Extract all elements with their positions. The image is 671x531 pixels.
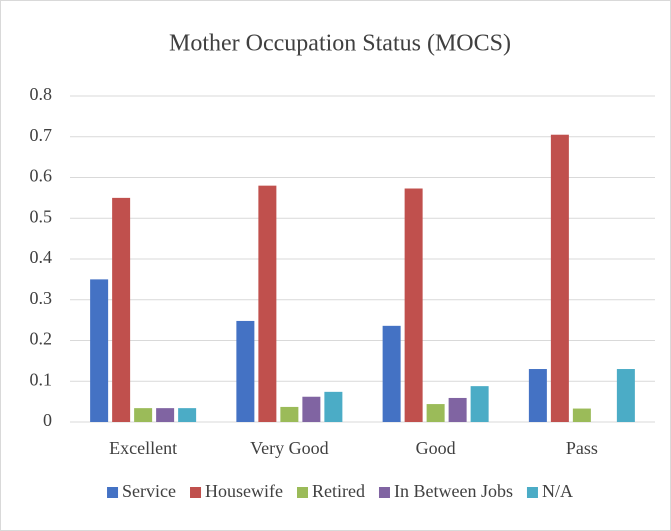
bar — [324, 391, 343, 422]
legend-label: N/A — [542, 481, 573, 501]
bar — [134, 408, 153, 422]
legend-swatch — [107, 487, 119, 498]
bar — [178, 408, 197, 422]
y-tick-label: 0.1 — [30, 369, 53, 389]
bar — [302, 396, 321, 422]
legend-label: Retired — [312, 481, 365, 501]
y-tick-label: 0.8 — [30, 84, 53, 104]
bar — [258, 185, 277, 422]
bar — [572, 408, 591, 422]
y-tick-label: 0 — [43, 410, 52, 430]
bar — [616, 369, 635, 422]
bar — [550, 134, 569, 422]
legend-label: Housewife — [205, 481, 283, 501]
bar — [528, 369, 547, 422]
bar — [448, 397, 467, 422]
legend-label: Service — [122, 481, 176, 501]
y-tick-label: 0.4 — [30, 247, 53, 267]
bar — [236, 320, 255, 422]
bar — [280, 406, 299, 422]
y-tick-label: 0.6 — [30, 166, 53, 186]
x-tick-label: Excellent — [109, 438, 177, 458]
legend-label: In Between Jobs — [394, 481, 513, 501]
y-tick-label: 0.3 — [30, 288, 53, 308]
chart-title: Mother Occupation Status (MOCS) — [169, 31, 511, 57]
y-tick-label: 0.2 — [30, 329, 53, 349]
bar — [404, 188, 423, 422]
bar — [426, 404, 445, 422]
x-tick-label: Pass — [566, 438, 598, 458]
bar — [112, 197, 131, 422]
bar — [470, 386, 489, 422]
bar — [382, 325, 401, 422]
bar — [90, 279, 109, 422]
x-tick-label: Very Good — [250, 438, 329, 458]
legend-swatch — [190, 487, 202, 498]
legend-swatch — [378, 487, 390, 498]
legend-swatch — [526, 487, 538, 498]
y-tick-label: 0.5 — [30, 206, 53, 226]
x-tick-label: Good — [416, 438, 456, 458]
bar — [156, 408, 175, 422]
legend-swatch — [297, 487, 308, 498]
y-tick-label: 0.7 — [30, 125, 53, 145]
